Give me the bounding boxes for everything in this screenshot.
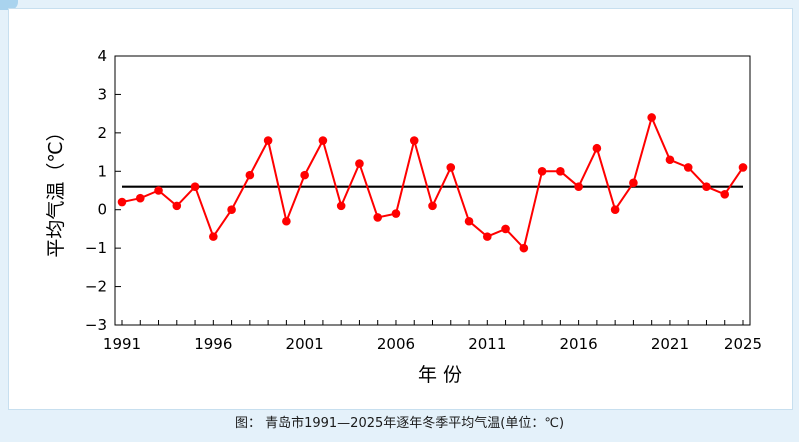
- y-tick-label: 3: [97, 85, 107, 103]
- y-axis-label: 平均气温（℃）: [45, 122, 67, 257]
- data-point: [227, 205, 236, 215]
- data-point: [409, 136, 419, 145]
- data-point: [135, 193, 145, 203]
- x-tick-label: 2011: [468, 335, 506, 353]
- data-point: [373, 213, 383, 222]
- x-axis-ticks: 1991 1996 2001 2006 2011 2016 2021 2025: [103, 320, 762, 353]
- y-tick-label: −1: [85, 239, 107, 257]
- x-tick-label: 2006: [377, 335, 415, 353]
- corner-accent: [0, 0, 18, 10]
- line-chart: 4 3 2 1 0 −1 −2 −3 1991 1996 2001 2006 2011 2016 2021…: [45, 47, 762, 386]
- data-point: [537, 166, 547, 176]
- y-tick-label: 4: [97, 47, 107, 65]
- y-tick-label: 0: [97, 201, 107, 219]
- y-tick-label: −2: [85, 278, 107, 296]
- data-point: [172, 201, 182, 211]
- y-tick-label: 2: [97, 124, 107, 142]
- y-axis-ticks: 4 3 2 1 0 −1 −2 −3: [85, 47, 121, 334]
- data-point: [665, 155, 675, 165]
- figure-caption: 图： 青岛市1991—2025年逐年冬季平均气温(单位：℃): [234, 416, 565, 431]
- data-point: [482, 232, 492, 241]
- data-point: [702, 182, 711, 191]
- data-point: [318, 136, 328, 145]
- data-point: [610, 205, 620, 215]
- data-point: [391, 209, 401, 218]
- data-point: [154, 186, 163, 195]
- x-tick-label: 1996: [194, 335, 232, 353]
- data-point: [282, 216, 291, 226]
- x-tick-label: 2025: [724, 335, 762, 353]
- series-group: [117, 113, 748, 253]
- x-tick-label: 1991: [103, 335, 141, 353]
- data-point: [574, 182, 583, 191]
- data-point: [738, 163, 748, 172]
- y-tick-label: 1: [97, 162, 107, 180]
- data-point: [519, 243, 529, 253]
- data-point: [209, 232, 218, 241]
- data-point: [245, 170, 255, 180]
- data-point: [190, 182, 200, 191]
- data-point: [501, 224, 510, 234]
- data-point: [300, 170, 309, 180]
- data-point: [683, 163, 693, 172]
- x-tick-label: 2001: [286, 335, 324, 353]
- x-tick-label: 2016: [560, 335, 598, 353]
- x-tick-label: 2021: [651, 335, 689, 353]
- data-point: [556, 166, 565, 176]
- data-point: [720, 190, 730, 199]
- data-point: [355, 159, 364, 168]
- data-point: [592, 143, 602, 153]
- data-point: [446, 163, 456, 172]
- data-point: [263, 136, 273, 145]
- data-point: [336, 201, 346, 211]
- x-axis-label: 年 份: [418, 364, 462, 386]
- plot-area: [114, 55, 751, 326]
- data-point: [629, 178, 638, 188]
- data-point: [647, 113, 656, 122]
- data-point: [117, 197, 127, 207]
- data-point: [428, 201, 437, 211]
- data-point: [464, 216, 474, 226]
- y-tick-label: −3: [85, 316, 107, 334]
